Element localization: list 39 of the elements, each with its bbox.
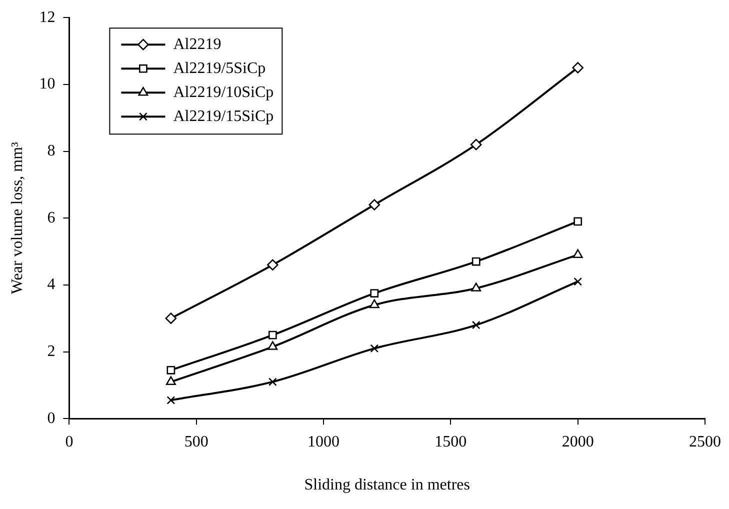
y-tick-label: 8 (47, 142, 56, 160)
y-tick-label: 6 (47, 209, 56, 226)
point (471, 282, 482, 292)
point (166, 366, 176, 374)
point (369, 299, 380, 308)
point (166, 396, 176, 404)
y-tick-label: 2 (47, 342, 56, 360)
point (572, 249, 583, 258)
legend-label: Al2219 (173, 36, 222, 53)
point (470, 138, 482, 150)
legend-label: Al2219/5SiCp (173, 60, 266, 77)
x-tick-label: 1000 (308, 433, 340, 450)
point (572, 62, 584, 74)
x-tick-label: 0 (65, 433, 74, 450)
point (268, 330, 277, 340)
point (574, 217, 582, 226)
point (574, 277, 582, 286)
point (472, 257, 480, 266)
y-tick-label: 12 (39, 8, 56, 26)
point (472, 320, 480, 330)
point (165, 312, 177, 324)
legend-label: Al2219/15SiCp (173, 108, 274, 125)
y-axis-title: Wear volume loss, mm³ (8, 142, 26, 294)
point (268, 341, 278, 350)
point (267, 259, 278, 271)
x-axis-title: Sliding distance in metres (304, 476, 470, 494)
point (166, 376, 176, 385)
legend-label: Al2219/10SiCp (173, 84, 274, 101)
y-tick-label: 4 (47, 276, 56, 294)
point (370, 289, 379, 298)
point (368, 199, 380, 210)
y-tick-label: 10 (39, 76, 56, 93)
x-tick-label: 2000 (562, 433, 594, 450)
x-tick-label: 500 (184, 433, 208, 450)
point (370, 344, 379, 353)
point (268, 378, 277, 386)
x-tick-label: 2500 (689, 433, 721, 450)
y-tick-label: 0 (47, 410, 56, 427)
x-tick-label: 1500 (434, 433, 467, 450)
